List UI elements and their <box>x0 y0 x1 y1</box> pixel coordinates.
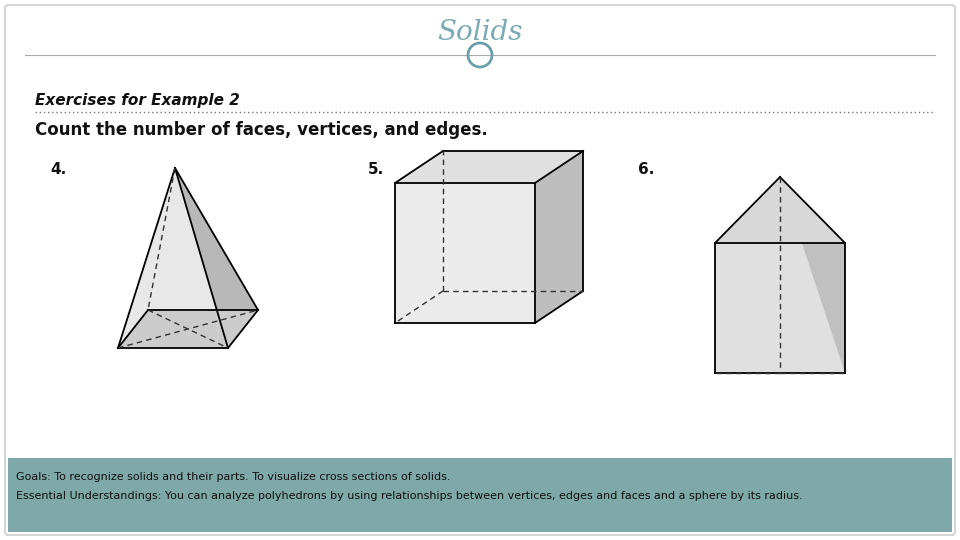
Polygon shape <box>118 310 258 348</box>
Polygon shape <box>715 177 845 373</box>
Polygon shape <box>715 177 845 373</box>
Text: Goals: To recognize solids and their parts. To visualize cross sections of solid: Goals: To recognize solids and their par… <box>16 472 450 482</box>
Bar <box>8 458 952 532</box>
Polygon shape <box>118 168 228 348</box>
Text: Count the number of faces, vertices, and edges.: Count the number of faces, vertices, and… <box>35 121 488 139</box>
FancyBboxPatch shape <box>5 5 955 535</box>
Polygon shape <box>118 168 175 348</box>
Text: Exercises for Example 2: Exercises for Example 2 <box>35 92 240 107</box>
Text: 5.: 5. <box>368 162 384 177</box>
Text: Solids: Solids <box>437 18 523 45</box>
Text: Essential Understandings: You can analyze polyhedrons by using relationships bet: Essential Understandings: You can analyz… <box>16 491 803 501</box>
Polygon shape <box>175 168 258 348</box>
Polygon shape <box>780 177 845 373</box>
Polygon shape <box>395 183 535 323</box>
Polygon shape <box>715 177 845 243</box>
Polygon shape <box>535 151 583 323</box>
Polygon shape <box>395 151 583 183</box>
Text: 6.: 6. <box>638 162 655 177</box>
Text: 4.: 4. <box>50 162 66 177</box>
